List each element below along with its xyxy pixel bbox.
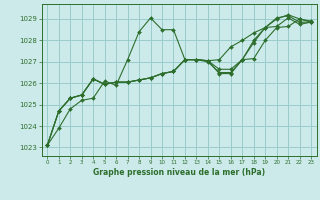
X-axis label: Graphe pression niveau de la mer (hPa): Graphe pression niveau de la mer (hPa) [93,168,265,177]
